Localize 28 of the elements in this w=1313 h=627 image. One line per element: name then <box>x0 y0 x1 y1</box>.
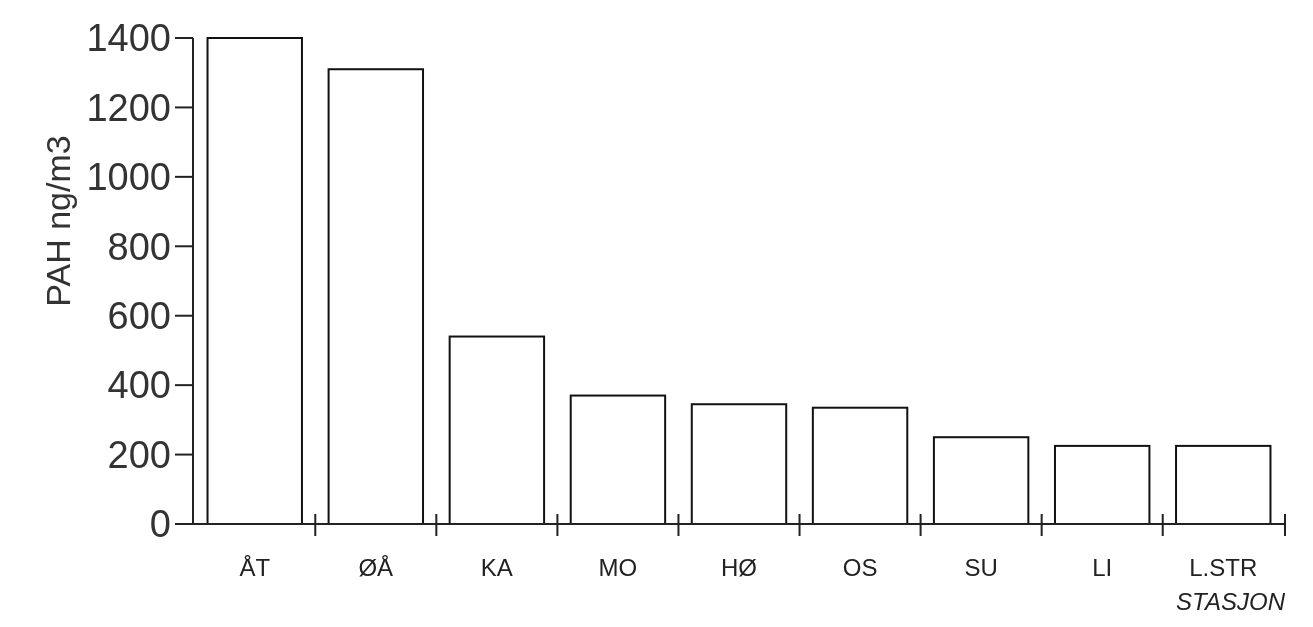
x-tick-label: ØÅ <box>358 554 394 581</box>
bar <box>932 436 1030 525</box>
bar <box>690 403 788 525</box>
bar <box>1053 444 1151 525</box>
y-tick-label: 1000 <box>86 156 171 199</box>
bar <box>206 37 303 525</box>
bar <box>327 68 425 525</box>
x-tick-label: SU <box>964 554 998 581</box>
bar <box>569 394 667 525</box>
y-tick-label: 800 <box>107 225 171 268</box>
x-tick-label: LI <box>1092 554 1113 581</box>
y-tick-label: 400 <box>107 364 171 407</box>
bar <box>1175 444 1272 525</box>
x-axis-title: STASJON <box>1176 588 1286 615</box>
x-tick-label: OS <box>842 554 878 581</box>
x-tick-label: KA <box>480 554 513 581</box>
y-tick-label: 1200 <box>86 86 171 129</box>
x-tick-label: MO <box>598 554 638 581</box>
x-tick-label: L.STR <box>1189 554 1258 581</box>
x-tick-label: ÅT <box>239 554 271 581</box>
y-tick-label: 200 <box>107 433 171 476</box>
y-tick-label: 0 <box>149 503 171 546</box>
y-axis-title: PAH ng/m3 <box>39 135 77 307</box>
bar <box>811 406 909 525</box>
y-tick-label: 1400 <box>86 17 171 60</box>
bar <box>448 335 546 525</box>
x-tick-label: HØ <box>721 554 757 581</box>
y-tick-label: 600 <box>107 295 171 338</box>
